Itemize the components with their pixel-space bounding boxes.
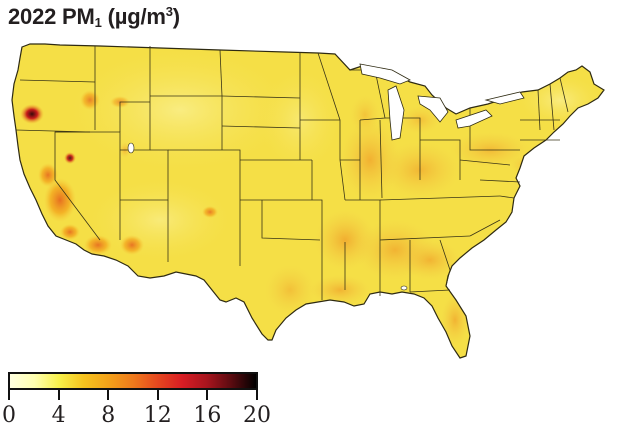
colorbar-tick-label: 12	[143, 403, 172, 428]
colorbar	[8, 372, 258, 390]
pm-overlay	[20, 50, 600, 346]
colorbar-tick	[8, 388, 10, 400]
colorbar-tick	[156, 388, 159, 400]
colorbar-tick-label: 8	[101, 403, 116, 428]
inland-water	[127, 142, 408, 291]
colorbar-tick-label: 0	[2, 403, 16, 428]
colorbar-tick	[107, 388, 110, 400]
colorbar-tick-label: 16	[193, 403, 222, 428]
great-lakes	[359, 63, 525, 141]
colorbar-tick	[256, 388, 258, 400]
colorbar-tick	[206, 388, 209, 400]
colorbar-tick	[57, 388, 60, 400]
map-title: 2022 PM1 (µg/m3)	[8, 4, 180, 30]
colorbar-tick-label: 20	[243, 403, 271, 428]
colorbar-tick-label: 4	[51, 403, 66, 428]
